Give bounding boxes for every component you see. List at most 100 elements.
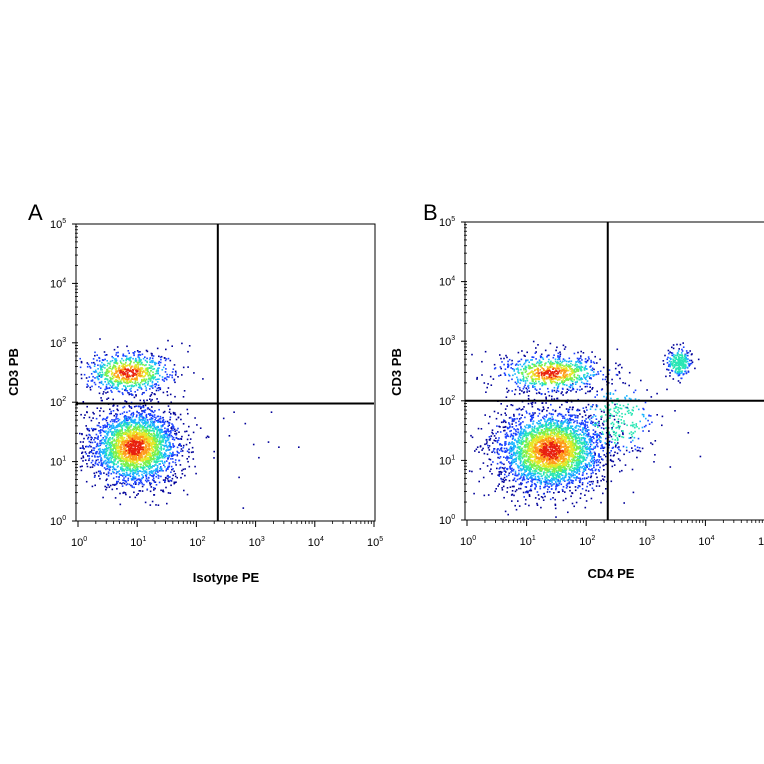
- event-dot: [108, 367, 110, 369]
- event-dot: [157, 401, 160, 403]
- event-dot: [596, 442, 599, 444]
- event-dot: [148, 364, 151, 366]
- event-dot: [125, 355, 128, 357]
- event-dot: [136, 494, 138, 496]
- event-dot: [125, 416, 127, 419]
- event-dot: [573, 505, 575, 508]
- event-dot: [140, 430, 142, 432]
- event-dot: [127, 459, 129, 462]
- event-dot: [99, 364, 102, 367]
- event-dot: [577, 409, 579, 412]
- event-dot: [189, 442, 191, 444]
- event-dot: [126, 390, 129, 392]
- event-dot: [82, 455, 84, 457]
- event-dot: [151, 406, 153, 408]
- event-dot: [86, 463, 88, 465]
- event-dot: [505, 396, 508, 398]
- event-dot: [103, 442, 105, 445]
- event-dot: [112, 454, 115, 456]
- event-dot: [99, 470, 102, 473]
- event-dot: [112, 366, 114, 369]
- event-dot: [133, 437, 136, 439]
- event-dot: [163, 455, 165, 458]
- event-dot: [180, 418, 182, 421]
- event-dot: [129, 406, 131, 408]
- event-dot: [145, 439, 148, 441]
- event-dot: [487, 444, 489, 447]
- event-dot: [133, 382, 136, 384]
- event-dot: [615, 444, 617, 446]
- event-dot: [105, 374, 107, 377]
- event-dot: [173, 482, 175, 485]
- event-dot: [160, 441, 163, 444]
- event-dot: [514, 432, 517, 435]
- event-dot: [677, 380, 680, 382]
- event-dot: [499, 431, 502, 433]
- event-dot: [680, 377, 683, 380]
- event-dot: [213, 457, 215, 459]
- event-dot: [153, 474, 155, 476]
- event-dot: [614, 367, 617, 370]
- event-dot: [124, 385, 127, 388]
- event-dot: [530, 420, 532, 422]
- event-dot: [140, 370, 143, 372]
- event-dot: [104, 424, 106, 426]
- event-dot: [506, 455, 508, 458]
- event-dot: [115, 447, 118, 450]
- event-dot: [145, 420, 147, 423]
- event-dot: [137, 451, 139, 454]
- event-dot: [110, 446, 112, 448]
- event-dot: [160, 428, 163, 431]
- event-dot: [136, 431, 138, 434]
- event-dot: [550, 485, 553, 487]
- event-dot: [151, 380, 154, 383]
- event-dot: [180, 450, 182, 453]
- event-dot: [124, 418, 126, 420]
- event-dot: [143, 401, 146, 403]
- event-dot: [131, 378, 133, 380]
- event-dot: [597, 469, 600, 471]
- event-dot: [145, 387, 147, 389]
- event-dot: [134, 364, 137, 366]
- event-dot: [601, 475, 604, 477]
- event-dot: [120, 474, 123, 476]
- event-dot: [166, 394, 169, 397]
- event-dot: [94, 383, 97, 386]
- event-dot: [113, 451, 116, 453]
- event-dot: [118, 446, 121, 449]
- event-dot: [94, 428, 97, 430]
- event-dot: [500, 473, 502, 475]
- event-dot: [139, 490, 142, 492]
- event-dot: [641, 447, 644, 450]
- event-dot: [195, 472, 197, 475]
- event-dot: [586, 383, 589, 385]
- event-dot: [127, 465, 130, 467]
- event-dot: [98, 386, 100, 388]
- event-dot: [163, 456, 166, 459]
- event-dot: [588, 463, 591, 466]
- event-dot: [114, 458, 117, 461]
- event-dot: [154, 464, 156, 466]
- event-dot: [97, 372, 99, 375]
- event-dot: [126, 373, 129, 375]
- event-dot: [132, 432, 134, 434]
- event-dot: [178, 452, 180, 454]
- event-dot: [532, 356, 535, 359]
- event-dot: [101, 463, 104, 466]
- event-dot: [137, 441, 140, 444]
- event-dot: [159, 420, 161, 423]
- event-dot: [530, 415, 533, 417]
- event-dot: [508, 422, 510, 424]
- event-dot: [579, 413, 581, 415]
- event-dot: [107, 466, 110, 468]
- event-dot: [170, 465, 173, 468]
- event-dot: [648, 430, 650, 432]
- event-dot: [98, 356, 100, 359]
- event-dot: [161, 438, 164, 440]
- event-dot: [536, 481, 539, 484]
- event-dot: [565, 392, 568, 394]
- event-dot: [605, 431, 608, 434]
- event-dot: [156, 431, 158, 434]
- event-dot: [140, 407, 142, 410]
- event-dot: [173, 439, 176, 441]
